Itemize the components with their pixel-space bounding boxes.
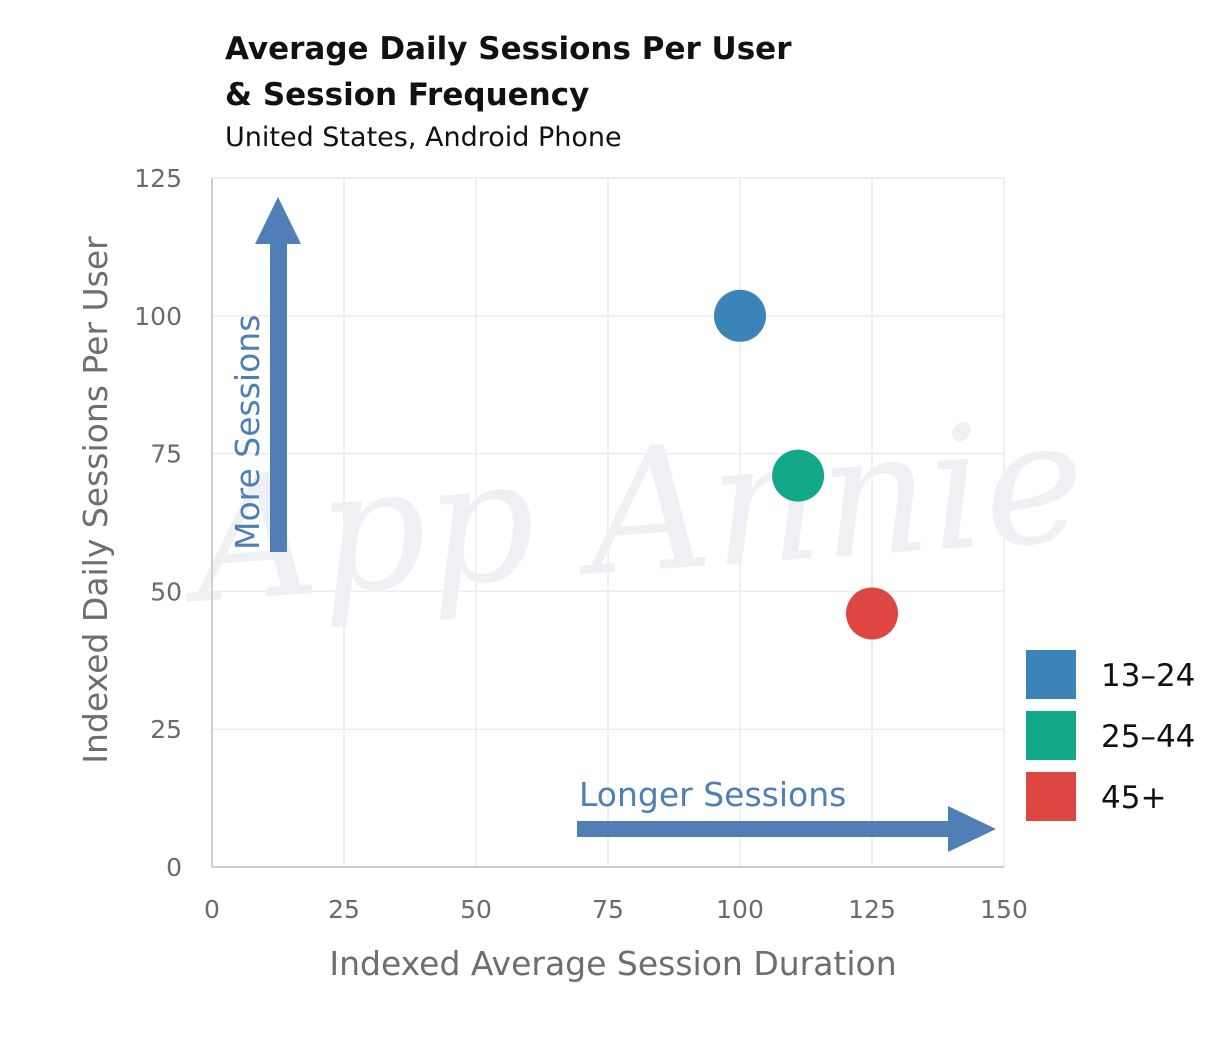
longer-sessions-arrow-head: [948, 806, 996, 852]
x-axis-label: Indexed Average Session Duration: [329, 944, 896, 983]
y-tick-label: 75: [150, 440, 182, 469]
y-tick-label: 0: [166, 853, 182, 882]
x-tick-label: 150: [980, 895, 1028, 924]
y-tick-label: 125: [134, 164, 182, 193]
annotations: More Sessions Longer Sessions: [228, 197, 996, 852]
legend-label: 13–24: [1101, 658, 1195, 694]
legend-label: 25–44: [1101, 719, 1195, 755]
data-point: [714, 289, 766, 342]
chart-subtitle: United States, Android Phone: [225, 122, 622, 153]
y-tick-label: 50: [150, 577, 182, 606]
legend-label: 45+: [1101, 780, 1166, 816]
more-sessions-label: More Sessions: [228, 315, 267, 550]
y-tick-label: 100: [134, 302, 182, 331]
x-tick-label: 125: [848, 895, 896, 924]
chart-title-line-1: Average Daily Sessions Per User: [225, 31, 792, 67]
y-tick-labels: 0 25 50 75 100 125: [134, 164, 182, 882]
x-tick-label: 0: [204, 895, 220, 924]
longer-sessions-label: Longer Sessions: [579, 775, 846, 814]
legend-swatch: [1026, 711, 1076, 760]
chart-title-line-2: & Session Frequency: [225, 77, 589, 113]
longer-sessions-arrow-shaft: [577, 821, 952, 837]
y-tick-label: 25: [150, 715, 182, 744]
data-point: [846, 587, 898, 640]
data-points: [714, 289, 898, 640]
axes: [211, 178, 1004, 868]
data-point: [772, 449, 825, 502]
more-sessions-arrow-head: [255, 197, 301, 244]
watermark: App Annie: [175, 382, 1091, 643]
x-tick-label: 50: [460, 895, 492, 924]
legend-swatch: [1026, 772, 1076, 821]
more-sessions-arrow-shaft: [270, 240, 287, 552]
y-axis-label: Indexed Daily Sessions Per User: [76, 236, 115, 764]
legend-swatch: [1026, 650, 1076, 699]
x-tick-label: 75: [592, 895, 624, 924]
x-tick-label: 100: [716, 895, 764, 924]
legend: 13–24 25–44 45+: [1026, 650, 1195, 821]
x-tick-labels: 0 25 50 75 100 125 150: [204, 895, 1028, 924]
x-tick-label: 25: [328, 895, 360, 924]
